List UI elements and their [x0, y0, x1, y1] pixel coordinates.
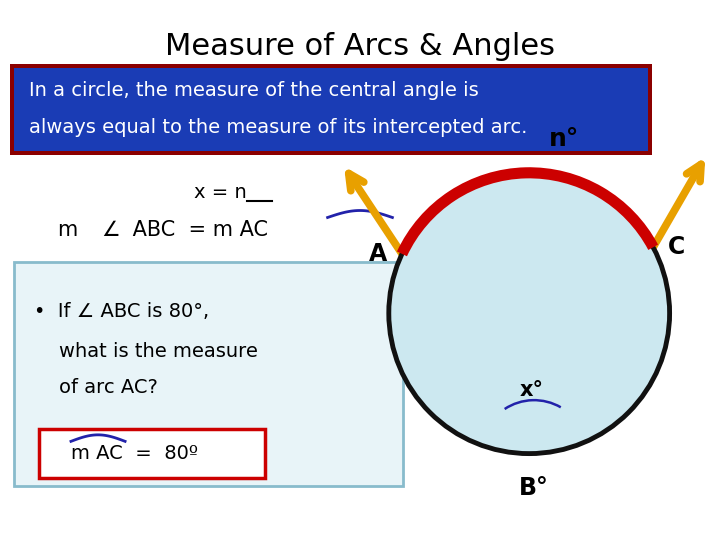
Circle shape	[389, 173, 670, 454]
Text: Measure of Arcs & Angles: Measure of Arcs & Angles	[165, 32, 555, 62]
Text: n°: n°	[549, 127, 580, 151]
Text: of arc AC?: of arc AC?	[35, 378, 158, 397]
Text: x = n: x = n	[194, 184, 246, 202]
Text: A: A	[369, 242, 387, 266]
Text: In a circle, the measure of the central angle is: In a circle, the measure of the central …	[30, 82, 479, 100]
Text: B°: B°	[519, 476, 549, 500]
Text: what is the measure: what is the measure	[35, 342, 258, 361]
Text: m AC  =  80º: m AC = 80º	[71, 444, 198, 463]
Bar	[14, 262, 403, 486]
Bar	[40, 429, 265, 478]
Text: ∠: ∠	[101, 219, 120, 240]
Text: always equal to the measure of its intercepted arc.: always equal to the measure of its inter…	[30, 118, 528, 137]
Text: •  If ∠ ABC is 80°,: • If ∠ ABC is 80°,	[35, 302, 210, 321]
Text: ABC  = m AC: ABC = m AC	[126, 219, 268, 240]
Bar	[14, 68, 648, 151]
Bar	[10, 64, 652, 155]
Text: m: m	[58, 219, 84, 240]
Text: C: C	[668, 235, 685, 259]
Text: x°: x°	[520, 380, 544, 400]
